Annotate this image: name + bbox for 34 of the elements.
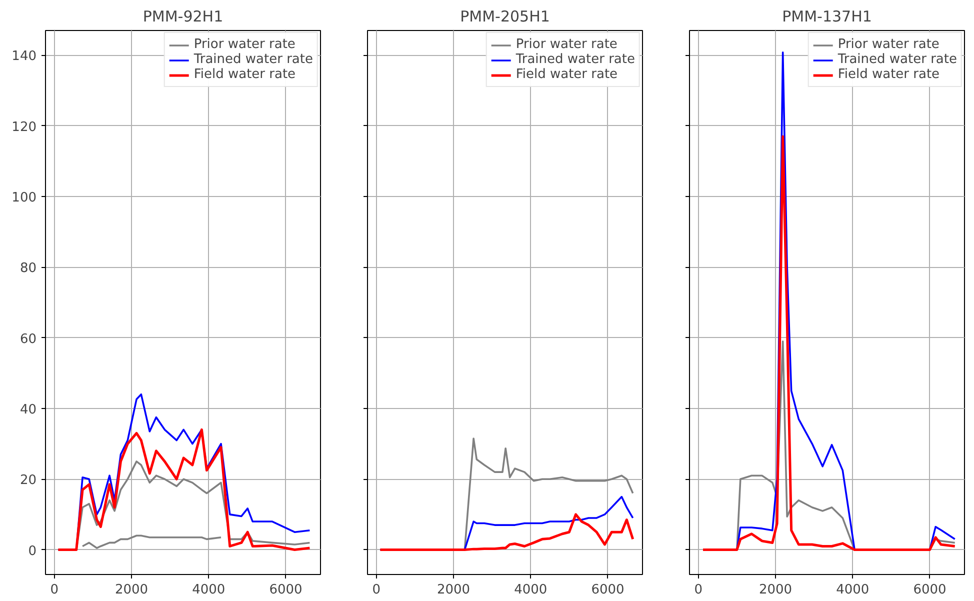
legend-label: Trained water rate bbox=[516, 52, 635, 67]
x-tick-label: 6000 bbox=[913, 582, 946, 598]
x-tick-label: 0 bbox=[50, 582, 59, 598]
x-tick-label: 0 bbox=[694, 582, 703, 598]
x-tick-label: 0 bbox=[372, 582, 381, 598]
x-tick-label: 2000 bbox=[436, 582, 470, 598]
y-tick-label: 0 bbox=[28, 544, 37, 559]
legend-label: Prior water rate bbox=[838, 37, 940, 52]
legend-label: Prior water rate bbox=[194, 37, 296, 52]
line-series bbox=[82, 534, 222, 549]
y-tick-label: 80 bbox=[20, 261, 37, 276]
y-tick-label: 100 bbox=[12, 190, 37, 206]
y-tick-label: 140 bbox=[12, 49, 37, 64]
chart-title: PMM-137H1 bbox=[782, 8, 872, 26]
legend-label: Trained water rate bbox=[194, 52, 313, 67]
y-tick-label: 20 bbox=[20, 473, 37, 488]
x-tick-label: 2000 bbox=[114, 582, 148, 598]
line-series bbox=[56, 428, 311, 552]
chart-title: PMM-205H1 bbox=[460, 8, 550, 26]
x-tick-label: 6000 bbox=[269, 582, 302, 598]
legend-label: Field water rate bbox=[516, 67, 618, 82]
y-tick-label: 120 bbox=[12, 120, 37, 135]
y-tick-label: 60 bbox=[20, 332, 37, 347]
legend-label: Field water rate bbox=[194, 67, 296, 82]
legend-label: Prior water rate bbox=[516, 37, 618, 52]
x-tick-label: 4000 bbox=[192, 582, 226, 598]
x-tick-label: 2000 bbox=[758, 582, 792, 598]
x-tick-label: 4000 bbox=[514, 582, 548, 598]
x-tick-label: 6000 bbox=[591, 582, 624, 598]
y-tick-label: 40 bbox=[20, 402, 37, 418]
x-tick-label: 4000 bbox=[836, 582, 870, 598]
legend-label: Trained water rate bbox=[838, 52, 957, 67]
chart-title: PMM-92H1 bbox=[142, 8, 224, 26]
legend-label: Field water rate bbox=[838, 67, 940, 82]
